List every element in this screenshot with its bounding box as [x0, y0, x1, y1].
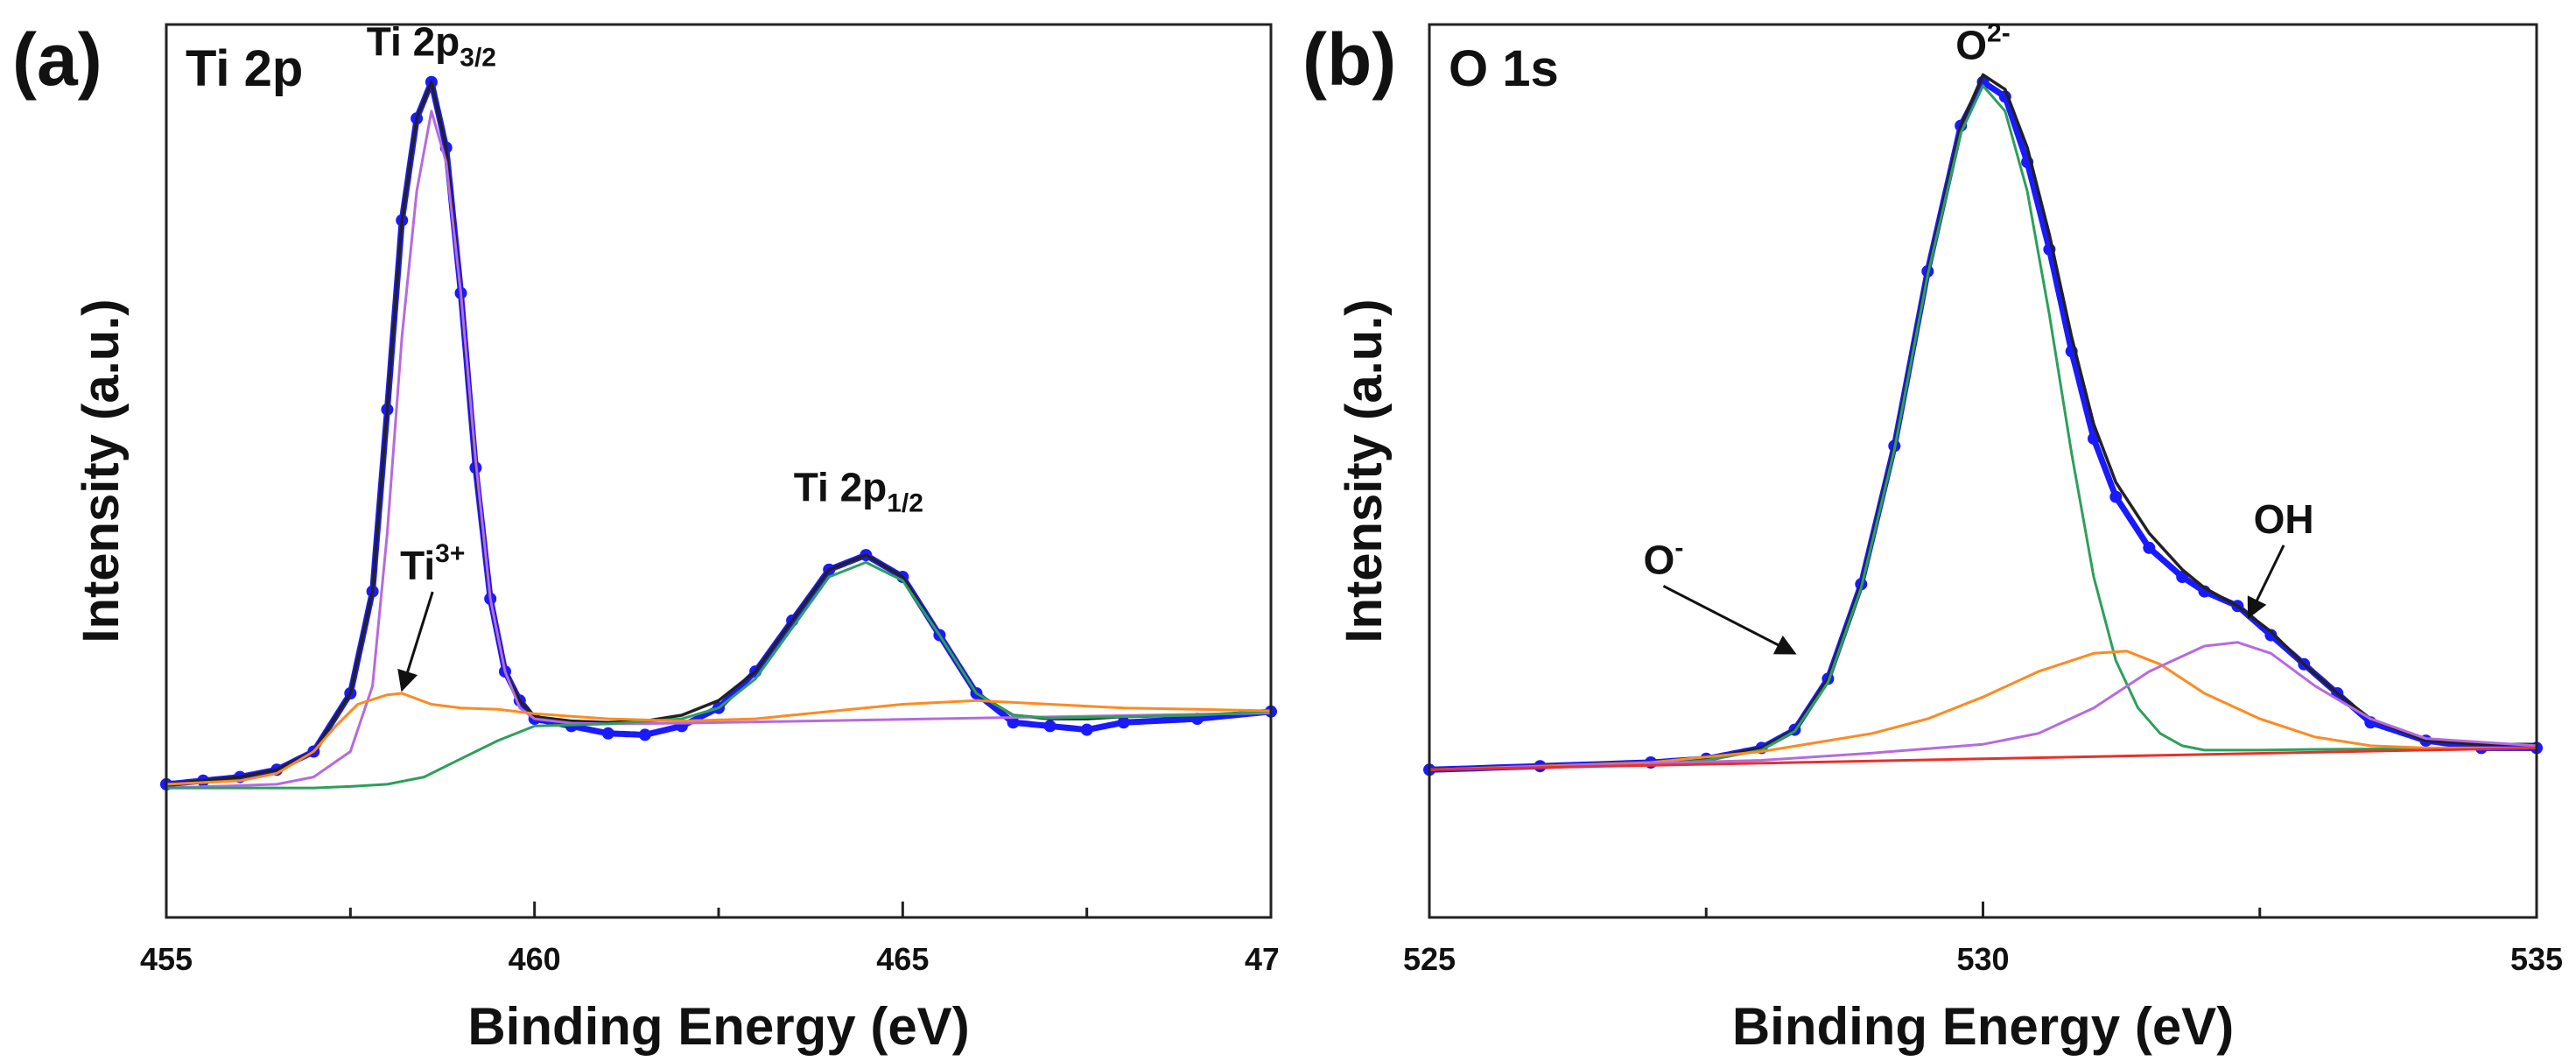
- data-point-raw-data: [1043, 720, 1056, 733]
- series-group: [1423, 73, 2543, 776]
- annotation-arrow-oh: [2247, 545, 2285, 620]
- x-tick-label: 535: [2510, 941, 2563, 977]
- chart-title: Ti 2p: [186, 40, 303, 97]
- data-point-raw-data: [638, 728, 651, 741]
- x-tick-label: 525: [1403, 941, 1456, 977]
- annotation-arrow-ti3plus: [397, 591, 434, 692]
- x-tick-label: 465: [876, 941, 929, 977]
- series-group: [160, 75, 1277, 790]
- panel-a-letter: (a): [12, 18, 102, 101]
- series-line-o: [1428, 650, 2537, 771]
- plot-frame: [1428, 23, 2538, 919]
- chart-o1s: 525 530 535 Binding Energy (eV) Intensity (a…: [1336, 18, 2563, 1056]
- panel-b-letter: (b): [1302, 18, 1397, 101]
- y-axis-label: Intensity (a.u.): [1336, 299, 1393, 643]
- chart-title: O 1s: [1449, 40, 1559, 97]
- series-line-o2: [1428, 84, 2537, 771]
- x-tick-label: 460: [509, 941, 561, 977]
- plot-frame: [165, 23, 1273, 919]
- data-point-raw-data: [1007, 716, 1020, 729]
- x-axis-label: Binding Energy (eV): [1732, 997, 2234, 1056]
- series-line-ti3: [165, 692, 1272, 786]
- chart-ti2p: 455 460 465 470 Binding Energy (eV) Intensity…: [73, 18, 1278, 1056]
- x-tick-label: 530: [1956, 941, 2009, 977]
- annotation-oh: OH: [2254, 496, 2314, 542]
- y-axis-label: Intensity (a.u.): [73, 299, 130, 643]
- data-point-raw-data: [2143, 541, 2156, 554]
- data-point-raw-data: [1117, 716, 1130, 729]
- data-point-raw-data: [2109, 490, 2123, 503]
- series-raw-data-trace: [165, 79, 1272, 788]
- series-line-background: [1428, 746, 2537, 771]
- data-point-raw-data: [1080, 723, 1093, 736]
- x-axis-label: Binding Energy (eV): [467, 997, 969, 1056]
- series-line-envelope-fit: [165, 80, 1272, 786]
- data-point-raw-data: [2264, 629, 2278, 642]
- series-line-oh: [1428, 641, 2537, 771]
- x-tick-label: 470: [1245, 941, 1278, 977]
- series-line-ti-2p1-2-ti4: [166, 560, 1272, 790]
- annotation-ti2p12: Ti 2p1/2: [794, 465, 923, 518]
- series-line-ti-2p3-2-ti4: [165, 109, 1272, 790]
- series-line-envelope-fit: [1428, 73, 2537, 772]
- annotation-arrow-ominus: [1662, 585, 1797, 655]
- series-raw-data-trace: [1428, 79, 2537, 773]
- annotation-ominus: O-: [1644, 533, 1684, 582]
- annotation-ti3plus: Ti3+: [400, 539, 465, 588]
- x-tick-label: 455: [140, 941, 193, 977]
- annotation-ti2p32: Ti 2p3/2: [367, 18, 496, 72]
- data-point-raw-data: [601, 727, 614, 740]
- annotation-o2minus: O2-: [1955, 18, 2010, 67]
